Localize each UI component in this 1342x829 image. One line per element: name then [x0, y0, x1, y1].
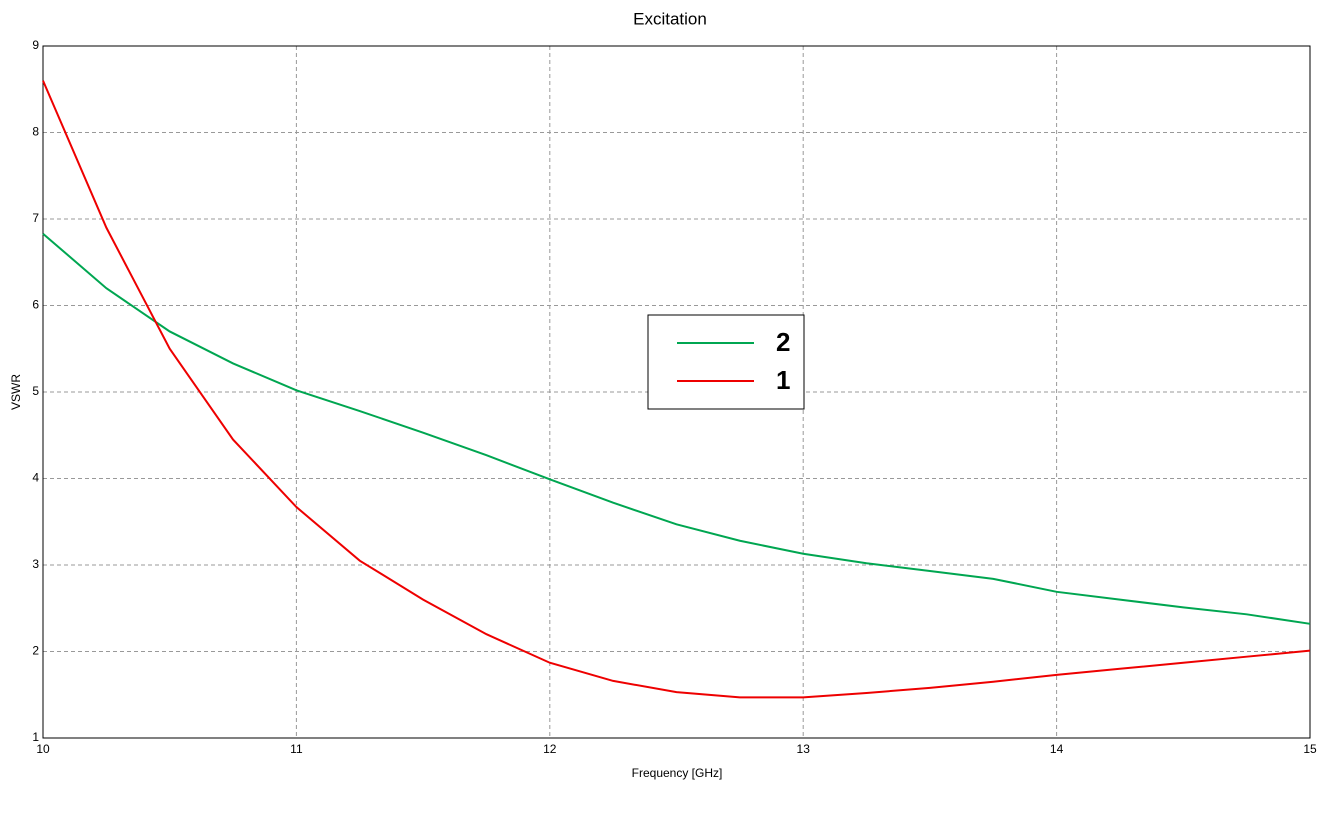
y-tick-label: 1	[32, 730, 39, 744]
x-axis-label: Frequency [GHz]	[632, 766, 723, 780]
legend-label: 2	[776, 327, 790, 357]
x-tick-label: 10	[36, 742, 50, 756]
y-tick-label: 2	[32, 644, 39, 658]
x-tick-label: 13	[797, 742, 811, 756]
x-tick-label: 11	[290, 742, 303, 756]
y-tick-label: 4	[32, 471, 39, 485]
y-tick-label: 6	[32, 298, 39, 312]
x-tick-label: 14	[1050, 742, 1064, 756]
plot-frame	[42, 45, 1311, 739]
x-tick-label: 12	[543, 742, 557, 756]
x-tick-label: 15	[1303, 742, 1317, 756]
y-tick-label: 5	[32, 384, 39, 398]
legend-box	[647, 314, 805, 410]
y-tick-label: 9	[32, 38, 39, 52]
y-tick-label: 3	[32, 557, 39, 571]
series-line	[42, 232, 1311, 625]
chart-title: Excitation	[633, 9, 707, 28]
legend-label: 1	[776, 365, 790, 395]
y-tick-label: 8	[32, 125, 39, 139]
y-tick-label: 7	[32, 211, 39, 225]
y-axis-label: VSWR	[9, 374, 23, 410]
series-line	[42, 80, 1311, 699]
